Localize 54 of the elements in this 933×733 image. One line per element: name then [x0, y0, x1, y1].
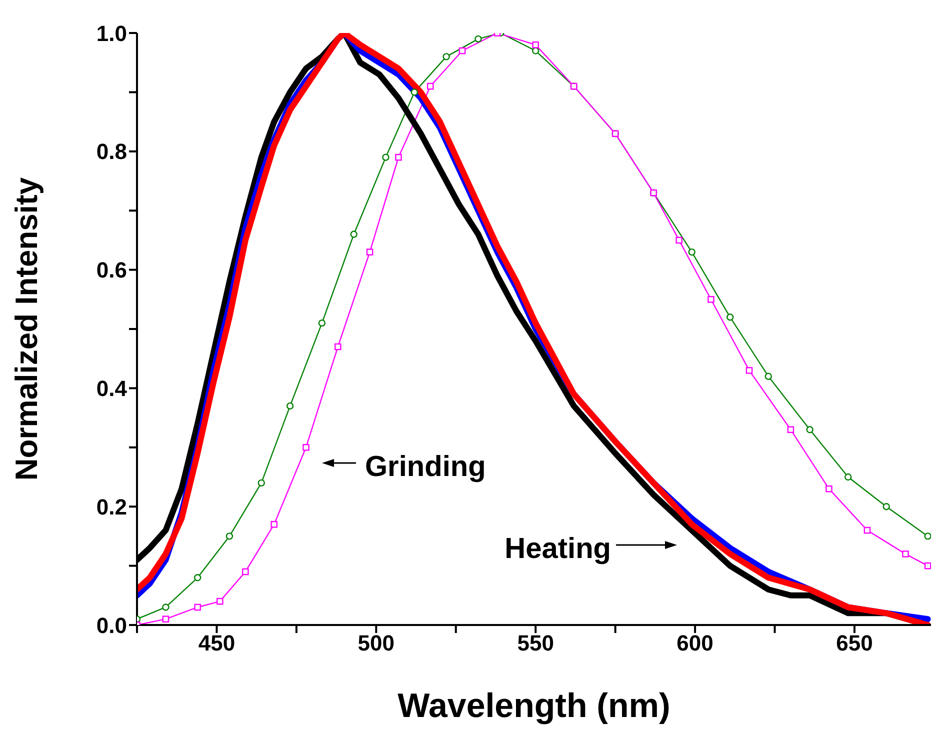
point — [864, 526, 871, 534]
point — [270, 520, 278, 528]
point — [726, 314, 734, 321]
y-tick-label: 0.4 — [96, 376, 128, 402]
point — [162, 616, 170, 622]
x-tick-label: 500 — [358, 630, 395, 656]
point — [676, 236, 682, 244]
y-tick-label: 0.0 — [96, 612, 127, 638]
y-tick-label: 1.0 — [96, 20, 127, 46]
y-tick-label: 0.6 — [96, 258, 127, 283]
point — [350, 230, 358, 238]
point — [258, 479, 265, 487]
point — [426, 82, 434, 90]
point — [286, 402, 294, 410]
point — [194, 604, 201, 611]
point — [302, 444, 310, 451]
point — [532, 41, 539, 48]
point — [882, 503, 890, 510]
y-tick-label: 0.2 — [96, 494, 127, 520]
point — [366, 248, 374, 256]
annotation: Heating — [504, 533, 611, 565]
point — [442, 53, 450, 60]
x-tick-label: 550 — [517, 630, 554, 656]
point — [162, 604, 170, 611]
point — [787, 426, 794, 434]
x-tick-label: 600 — [676, 630, 714, 656]
point — [844, 473, 852, 481]
point — [410, 88, 418, 96]
point — [688, 248, 696, 256]
point — [806, 426, 814, 434]
point — [334, 343, 342, 350]
point — [382, 154, 390, 161]
point — [924, 532, 931, 540]
point — [242, 568, 249, 576]
point — [216, 598, 224, 605]
y-tick-label: 0.8 — [96, 139, 127, 164]
point — [474, 35, 482, 43]
annotation: Grinding — [365, 451, 486, 483]
point — [395, 154, 402, 161]
x-tick-label: 650 — [836, 630, 873, 656]
point — [708, 296, 714, 303]
x-axis-title: Wavelength (nm) — [398, 687, 670, 725]
point — [746, 367, 753, 374]
point — [826, 485, 832, 492]
point — [458, 47, 466, 54]
point — [194, 574, 202, 582]
y-axis-title: Normalized Intensity — [9, 176, 44, 481]
point — [532, 47, 540, 54]
point — [764, 372, 772, 380]
point — [318, 319, 326, 327]
point — [902, 550, 909, 558]
point — [226, 532, 234, 540]
x-tick-label: 450 — [198, 630, 236, 656]
point — [924, 562, 931, 570]
